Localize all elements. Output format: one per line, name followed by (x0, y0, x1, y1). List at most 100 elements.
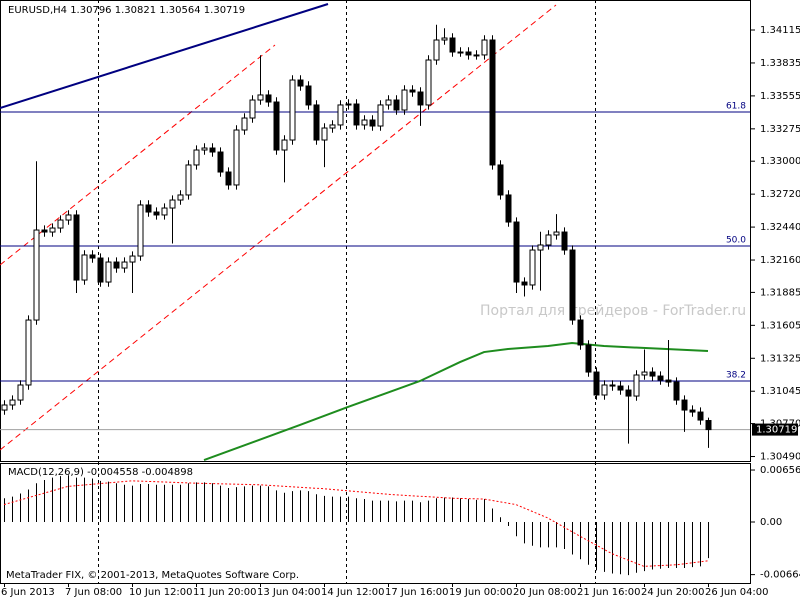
candle-body (377, 104, 384, 127)
candle-body (585, 344, 592, 373)
candle-body (353, 103, 360, 126)
candle-body (185, 164, 192, 196)
candle-body (617, 385, 624, 391)
candle-body (265, 94, 272, 103)
candle-body (177, 194, 184, 201)
candle-body (9, 399, 16, 406)
fib-label: 50.0 (726, 236, 746, 246)
main-frame (0, 0, 751, 462)
macd-frame (0, 463, 751, 584)
trend-line (0, 3, 329, 109)
candle-body (577, 319, 584, 346)
moving-average (203, 341, 709, 461)
y-tick-label: -0.006641 (760, 570, 800, 581)
chart-title: EURUSD,H4 1.30796 1.30821 1.30564 1.3071… (8, 5, 245, 16)
plot (0, 24, 750, 461)
candle-body (241, 117, 248, 131)
y-tick-label: 1.33835 (760, 58, 800, 69)
channel-line (0, 4, 557, 451)
candle-body (409, 89, 416, 93)
candle-body (609, 384, 616, 387)
x-tick-label: 24 Jun 20:00 (641, 587, 705, 598)
candle-body (417, 91, 424, 106)
y-tick-label: 1.32160 (760, 255, 800, 266)
candle-body (137, 204, 144, 257)
x-tick-label: 10 Jun 12:00 (129, 587, 193, 598)
candle-body (1, 404, 8, 411)
candle-body (33, 229, 40, 321)
candle-body (65, 214, 72, 221)
candle-body (369, 119, 376, 127)
candle-body (193, 149, 200, 166)
candle-body (537, 244, 544, 251)
x-tick-label: 6 Jun 2013 (1, 587, 55, 598)
candle-body (313, 104, 320, 141)
candle-body (481, 39, 488, 56)
candle-body (297, 79, 304, 87)
candle-body (273, 101, 280, 151)
y-tick-label: 1.30490 (760, 452, 800, 463)
candle-body (89, 254, 96, 259)
x-tick-label: 20 Jun 08:00 (513, 587, 577, 598)
y-tick-label: 0.00 (760, 517, 782, 528)
candle-body (257, 94, 264, 101)
signal-line (3, 480, 709, 567)
candle-body (49, 227, 56, 233)
x-tick-label: 26 Jun 04:00 (705, 587, 769, 598)
candle-body (689, 409, 696, 413)
candle-body (329, 124, 336, 129)
candle-body (305, 85, 312, 106)
candle-body (465, 51, 472, 56)
x-tick-label: 19 Jun 00:00 (449, 587, 513, 598)
macd-title: MACD(12,26,9) -0.004558 -0.004898 (8, 467, 193, 478)
candle-body (457, 51, 464, 54)
candle-body (513, 221, 520, 283)
plot (3, 475, 709, 576)
candle-body (449, 37, 456, 53)
candle-body (521, 281, 528, 286)
copyright: MetaTrader FIX, © 2001-2013, MetaQuotes … (6, 570, 299, 581)
x-tick-label: 14 Jun 12:00 (321, 587, 385, 598)
y-tick-label: 1.31605 (760, 320, 800, 331)
candle-body (553, 231, 560, 236)
candle-body (57, 219, 64, 229)
candle-body (633, 374, 640, 397)
candle-body (25, 319, 32, 386)
candle-body (217, 151, 224, 173)
candle-body (81, 254, 88, 281)
candle-body (225, 171, 232, 186)
candle-body (281, 139, 288, 151)
candle-body (441, 37, 448, 41)
candle-body (569, 249, 576, 321)
y-tick-label: 1.33000 (760, 156, 800, 167)
x-tick-label: 11 Jun 20:00 (193, 587, 257, 598)
candle-body (625, 389, 632, 397)
candle-body (249, 99, 256, 119)
candle-body (705, 420, 712, 431)
candle-body (433, 39, 440, 61)
x-tick-label: 21 Jun 16:00 (577, 587, 641, 598)
y-tick-label: 1.32720 (760, 189, 800, 200)
candle-body (321, 127, 328, 141)
candle-body (105, 261, 112, 283)
candle-body (489, 39, 496, 166)
y-tick-label: 1.34115 (760, 25, 800, 36)
candle-body (505, 194, 512, 223)
candle-body (233, 129, 240, 186)
price-box (752, 423, 798, 436)
y-tick-label: 1.32440 (760, 222, 800, 233)
y-tick-label: 1.31325 (760, 353, 800, 364)
price-label: 1.30719 (756, 425, 797, 436)
candle-body (697, 411, 704, 421)
x-tick-label: 7 Jun 08:00 (65, 587, 122, 598)
y-tick-label: 0.006563 (760, 465, 800, 476)
candle-body (665, 379, 672, 383)
candle-body (361, 119, 368, 126)
fib-label: 38.2 (726, 370, 746, 380)
candle-body (673, 381, 680, 401)
y-tick-label: 1.33275 (760, 124, 800, 135)
candle-body (497, 164, 504, 196)
candle-body (601, 384, 608, 396)
candle-body (649, 371, 656, 377)
candle-body (473, 54, 480, 57)
